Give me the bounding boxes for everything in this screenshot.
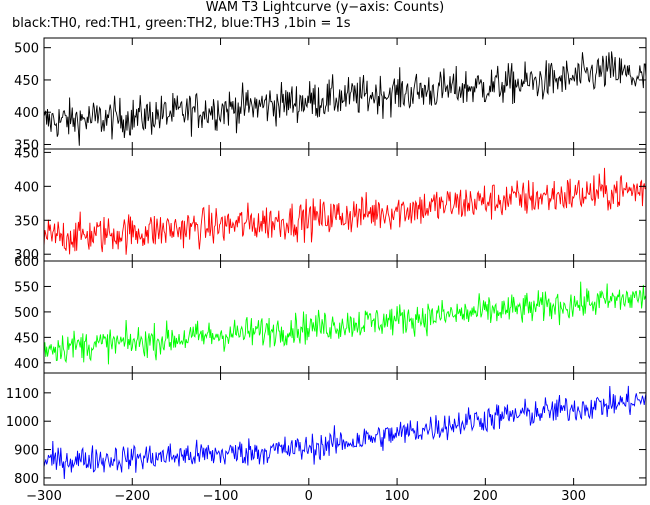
panel-frame-th1 xyxy=(43,148,647,262)
y-tick-label: 400 xyxy=(14,106,39,121)
x-tick-label: 200 xyxy=(473,489,498,504)
x-tick-label: 300 xyxy=(561,489,586,504)
y-tick-label: 1000 xyxy=(6,415,39,430)
x-tick-label: −200 xyxy=(114,489,150,504)
y-tick-label: 400 xyxy=(14,180,39,195)
y-tick-label: 300 xyxy=(14,248,39,263)
series-line-th1 xyxy=(44,167,646,255)
y-tick-label: 600 xyxy=(14,255,39,270)
series-line-th3 xyxy=(44,385,646,479)
y-tick-label: 350 xyxy=(14,214,39,229)
y-tick-label: 500 xyxy=(14,42,39,57)
chart-title: WAM T3 Lightcurve (y−axis: Counts) xyxy=(205,0,445,15)
series-line-th0 xyxy=(44,51,646,146)
x-tick-label: −100 xyxy=(203,489,239,504)
y-tick-label: 450 xyxy=(14,74,39,89)
x-tick-label: −300 xyxy=(26,489,62,504)
y-tick-label: 550 xyxy=(14,280,39,295)
y-tick-label: 800 xyxy=(14,472,39,487)
y-tick-label: 1100 xyxy=(6,387,39,402)
chart-subtitle: black:TH0, red:TH1, green:TH2, blue:TH3 … xyxy=(12,16,351,31)
series-line-th2 xyxy=(44,281,646,365)
y-tick-label: 450 xyxy=(14,146,39,161)
y-tick-label: 350 xyxy=(14,138,39,153)
panel-frame-th3 xyxy=(43,372,647,486)
y-tick-label: 900 xyxy=(14,444,39,459)
y-tick-label: 400 xyxy=(14,357,39,372)
x-tick-label: 100 xyxy=(385,489,410,504)
y-tick-label: 500 xyxy=(14,306,39,321)
y-tick-label: 450 xyxy=(14,331,39,346)
x-tick-label: 0 xyxy=(305,489,313,504)
panel-frame-th2 xyxy=(43,260,647,374)
